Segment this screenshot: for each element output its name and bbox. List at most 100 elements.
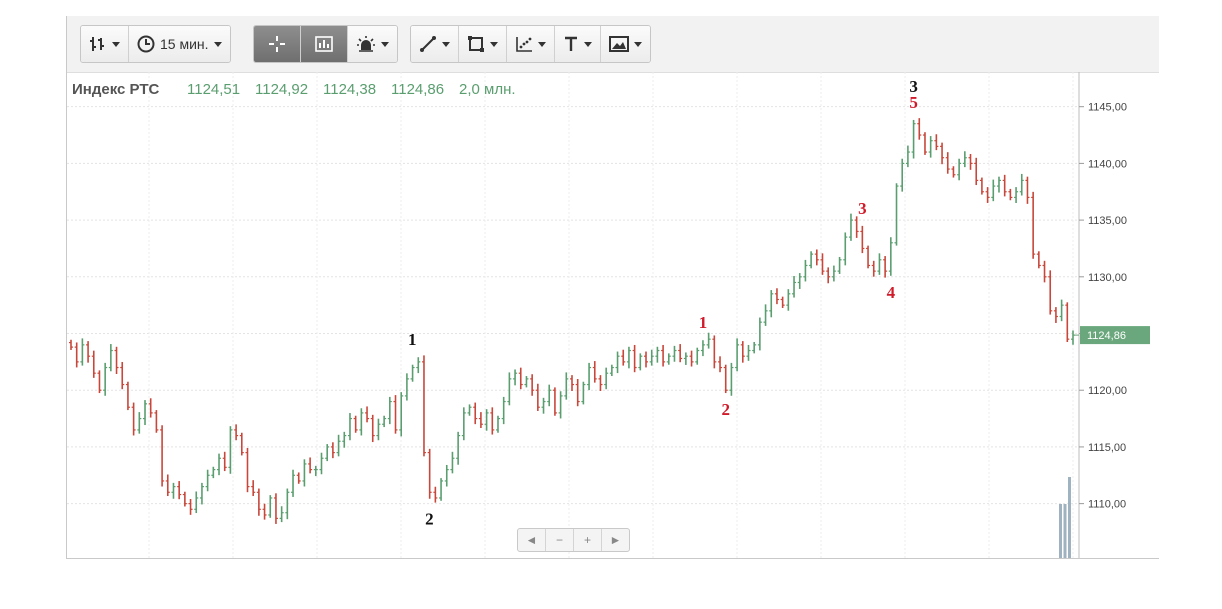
- ohlc-bar: [103, 362, 108, 396]
- ohlc-bar: [626, 346, 631, 369]
- ohlc-bar: [382, 415, 387, 428]
- ohlc-bar: [171, 482, 176, 499]
- y-tick-label: 1135,00: [1088, 215, 1127, 227]
- ohlc-bar: [137, 412, 142, 434]
- ohlc-bar: [598, 375, 603, 392]
- scroll-left-button[interactable]: ◄: [518, 529, 546, 551]
- ohlc-bar: [661, 344, 666, 367]
- ohlc-bar: [706, 332, 711, 349]
- ohlc-bar: [974, 157, 979, 186]
- ohlc-bar: [655, 346, 660, 363]
- text-tool-button[interactable]: [555, 26, 601, 62]
- ohlc-bar: [234, 424, 239, 441]
- chevron-down-icon: [634, 41, 642, 47]
- ohlc-bar: [996, 176, 1001, 193]
- volume-bar: [1063, 504, 1067, 558]
- ohlc-bar: [1036, 251, 1041, 269]
- alert-icon: [357, 36, 375, 52]
- ohlc-bar: [285, 488, 290, 520]
- ohlc-bar: [991, 179, 996, 202]
- ohlc-bar: [831, 265, 836, 282]
- ohlc-legend: Индекс РТС 1124,51 1124,92 1124,38 1124,…: [72, 81, 516, 98]
- ohlc-bar: [604, 367, 609, 390]
- ohlc-bar: [347, 413, 352, 441]
- ohlc-bar: [524, 376, 529, 388]
- ohlc-bar: [917, 118, 922, 140]
- ohlc-bar: [97, 370, 102, 394]
- ohlc-bar: [678, 344, 683, 363]
- chart-widget: 15 мин.: [66, 16, 1159, 559]
- ohlc-bar: [473, 402, 478, 425]
- alerts-button[interactable]: [348, 26, 397, 62]
- clock-icon: [137, 35, 155, 53]
- ohlc-bar: [530, 374, 535, 396]
- wave-label: 1: [699, 313, 708, 332]
- zoom-in-button[interactable]: +: [574, 529, 602, 551]
- chart-type-button[interactable]: [81, 26, 129, 62]
- ohlc-bar: [820, 253, 825, 275]
- ohlc-bar: [325, 444, 330, 462]
- ohlc-bar: [763, 304, 768, 326]
- ohlc-bar: [695, 347, 700, 365]
- indicator-panel-button[interactable]: [301, 26, 348, 62]
- price-axis[interactable]: 1110,001115,001120,001125,001130,001135,…: [1073, 102, 1150, 511]
- ohlc-bar: [330, 442, 335, 459]
- ohlc-bar: [587, 362, 592, 391]
- ohlc-bar: [985, 187, 990, 203]
- ohlc-bar: [205, 469, 210, 492]
- ohlc-bar: [131, 402, 136, 436]
- crosshair-icon: [269, 36, 285, 52]
- crosshair-button[interactable]: [254, 26, 301, 62]
- last-price-label: 1124,86: [1087, 330, 1126, 342]
- ohlc-bar: [729, 362, 734, 396]
- ohlc-bar: [393, 395, 398, 434]
- ohlc-bar: [945, 152, 950, 174]
- ohlc-bar: [359, 408, 364, 436]
- ohlc-bar: [854, 216, 859, 238]
- legend-open: 1124,51: [187, 81, 240, 98]
- ohlc-bar: [211, 466, 216, 479]
- wave-label: 5: [909, 93, 918, 112]
- ohlc-bar: [251, 480, 256, 497]
- fib-tool-button[interactable]: [507, 26, 555, 62]
- ohlc-bar: [165, 474, 170, 497]
- y-tick-label: 1110,00: [1088, 499, 1126, 511]
- interval-label: 15 мин.: [160, 36, 209, 52]
- chevron-down-icon: [538, 41, 546, 47]
- ohlc-bar: [444, 464, 449, 487]
- toolbar-group-drawing: [410, 25, 651, 63]
- ohlc-bar: [552, 387, 557, 416]
- ohlc-bar: [934, 134, 939, 151]
- chevron-down-icon: [442, 41, 450, 47]
- ohlc-bar: [928, 136, 933, 158]
- line-tool-button[interactable]: [411, 26, 459, 62]
- interval-button[interactable]: 15 мин.: [129, 26, 230, 62]
- ohlc-bar: [689, 350, 694, 367]
- ohlc-bar: [740, 341, 745, 363]
- zoom-out-button[interactable]: −: [546, 529, 574, 551]
- ohlc-bar: [1002, 174, 1007, 197]
- volume-bar: [1059, 504, 1062, 558]
- ohlc-bar: [228, 426, 233, 474]
- ohlc-bar: [279, 506, 284, 523]
- ohlc-bar: [780, 296, 785, 308]
- ohlc-bar: [809, 251, 814, 269]
- price-chart[interactable]: 1110,001115,001120,001125,001130,001135,…: [67, 72, 1159, 558]
- ohlc-bar: [478, 412, 483, 428]
- wave-label: 1: [408, 330, 417, 349]
- chart-pager: ◄ − + ►: [517, 528, 630, 552]
- ohlc-bar: [456, 431, 461, 465]
- ohlc-bar: [786, 289, 791, 311]
- ohlc-bar: [1019, 173, 1024, 196]
- wave-label: 3: [858, 199, 867, 218]
- shape-tool-button[interactable]: [459, 26, 507, 62]
- bar-chart-type-icon: [90, 37, 104, 51]
- legend-low: 1124,38: [323, 81, 376, 98]
- scroll-right-button[interactable]: ►: [609, 533, 622, 547]
- image-tool-icon: [609, 36, 629, 52]
- image-tool-button[interactable]: [601, 26, 650, 62]
- ohlc-bar: [108, 344, 113, 372]
- ohlc-bar: [450, 451, 455, 474]
- ohlc-bar: [370, 414, 375, 443]
- chart-toolbar: 15 мин.: [67, 16, 1159, 73]
